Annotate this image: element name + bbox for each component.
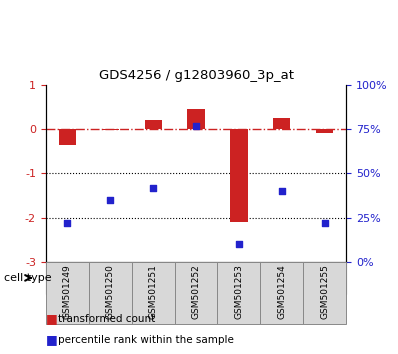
Bar [132,262,175,324]
Text: normal lung
parenchyma: normal lung parenchyma [275,268,332,287]
Bar [187,109,205,129]
Bar [303,262,346,324]
Text: GSM501249: GSM501249 [63,264,72,319]
Point [150,185,156,190]
Text: transformed count: transformed count [58,314,155,324]
Text: caseous TB granulomas: caseous TB granulomas [98,273,230,283]
Bar [316,129,334,133]
Text: GSM501254: GSM501254 [277,264,287,319]
Text: GSM501253: GSM501253 [234,264,244,319]
Point [322,220,328,226]
Bar [230,129,248,222]
Text: GSM501251: GSM501251 [148,264,158,319]
Point [64,220,70,226]
Bar [273,118,291,129]
Point [193,123,199,129]
Bar [46,262,260,294]
Bar [260,262,303,324]
Point [236,241,242,247]
Point [107,197,113,203]
Bar [89,262,132,324]
Bar [101,129,119,130]
Bar [175,262,217,324]
Bar [46,262,89,324]
Bar [217,262,260,324]
Text: GSM501255: GSM501255 [320,264,329,319]
Text: GSM501252: GSM501252 [191,264,201,319]
Text: ■: ■ [46,312,58,325]
Bar [260,262,346,294]
Text: GSM501250: GSM501250 [105,264,115,319]
Point [279,188,285,194]
Text: percentile rank within the sample: percentile rank within the sample [58,335,234,345]
Title: GDS4256 / g12803960_3p_at: GDS4256 / g12803960_3p_at [99,69,293,82]
Text: ■: ■ [46,333,58,346]
Text: cell type: cell type [4,273,52,283]
Bar [144,120,162,129]
Bar [59,129,76,145]
